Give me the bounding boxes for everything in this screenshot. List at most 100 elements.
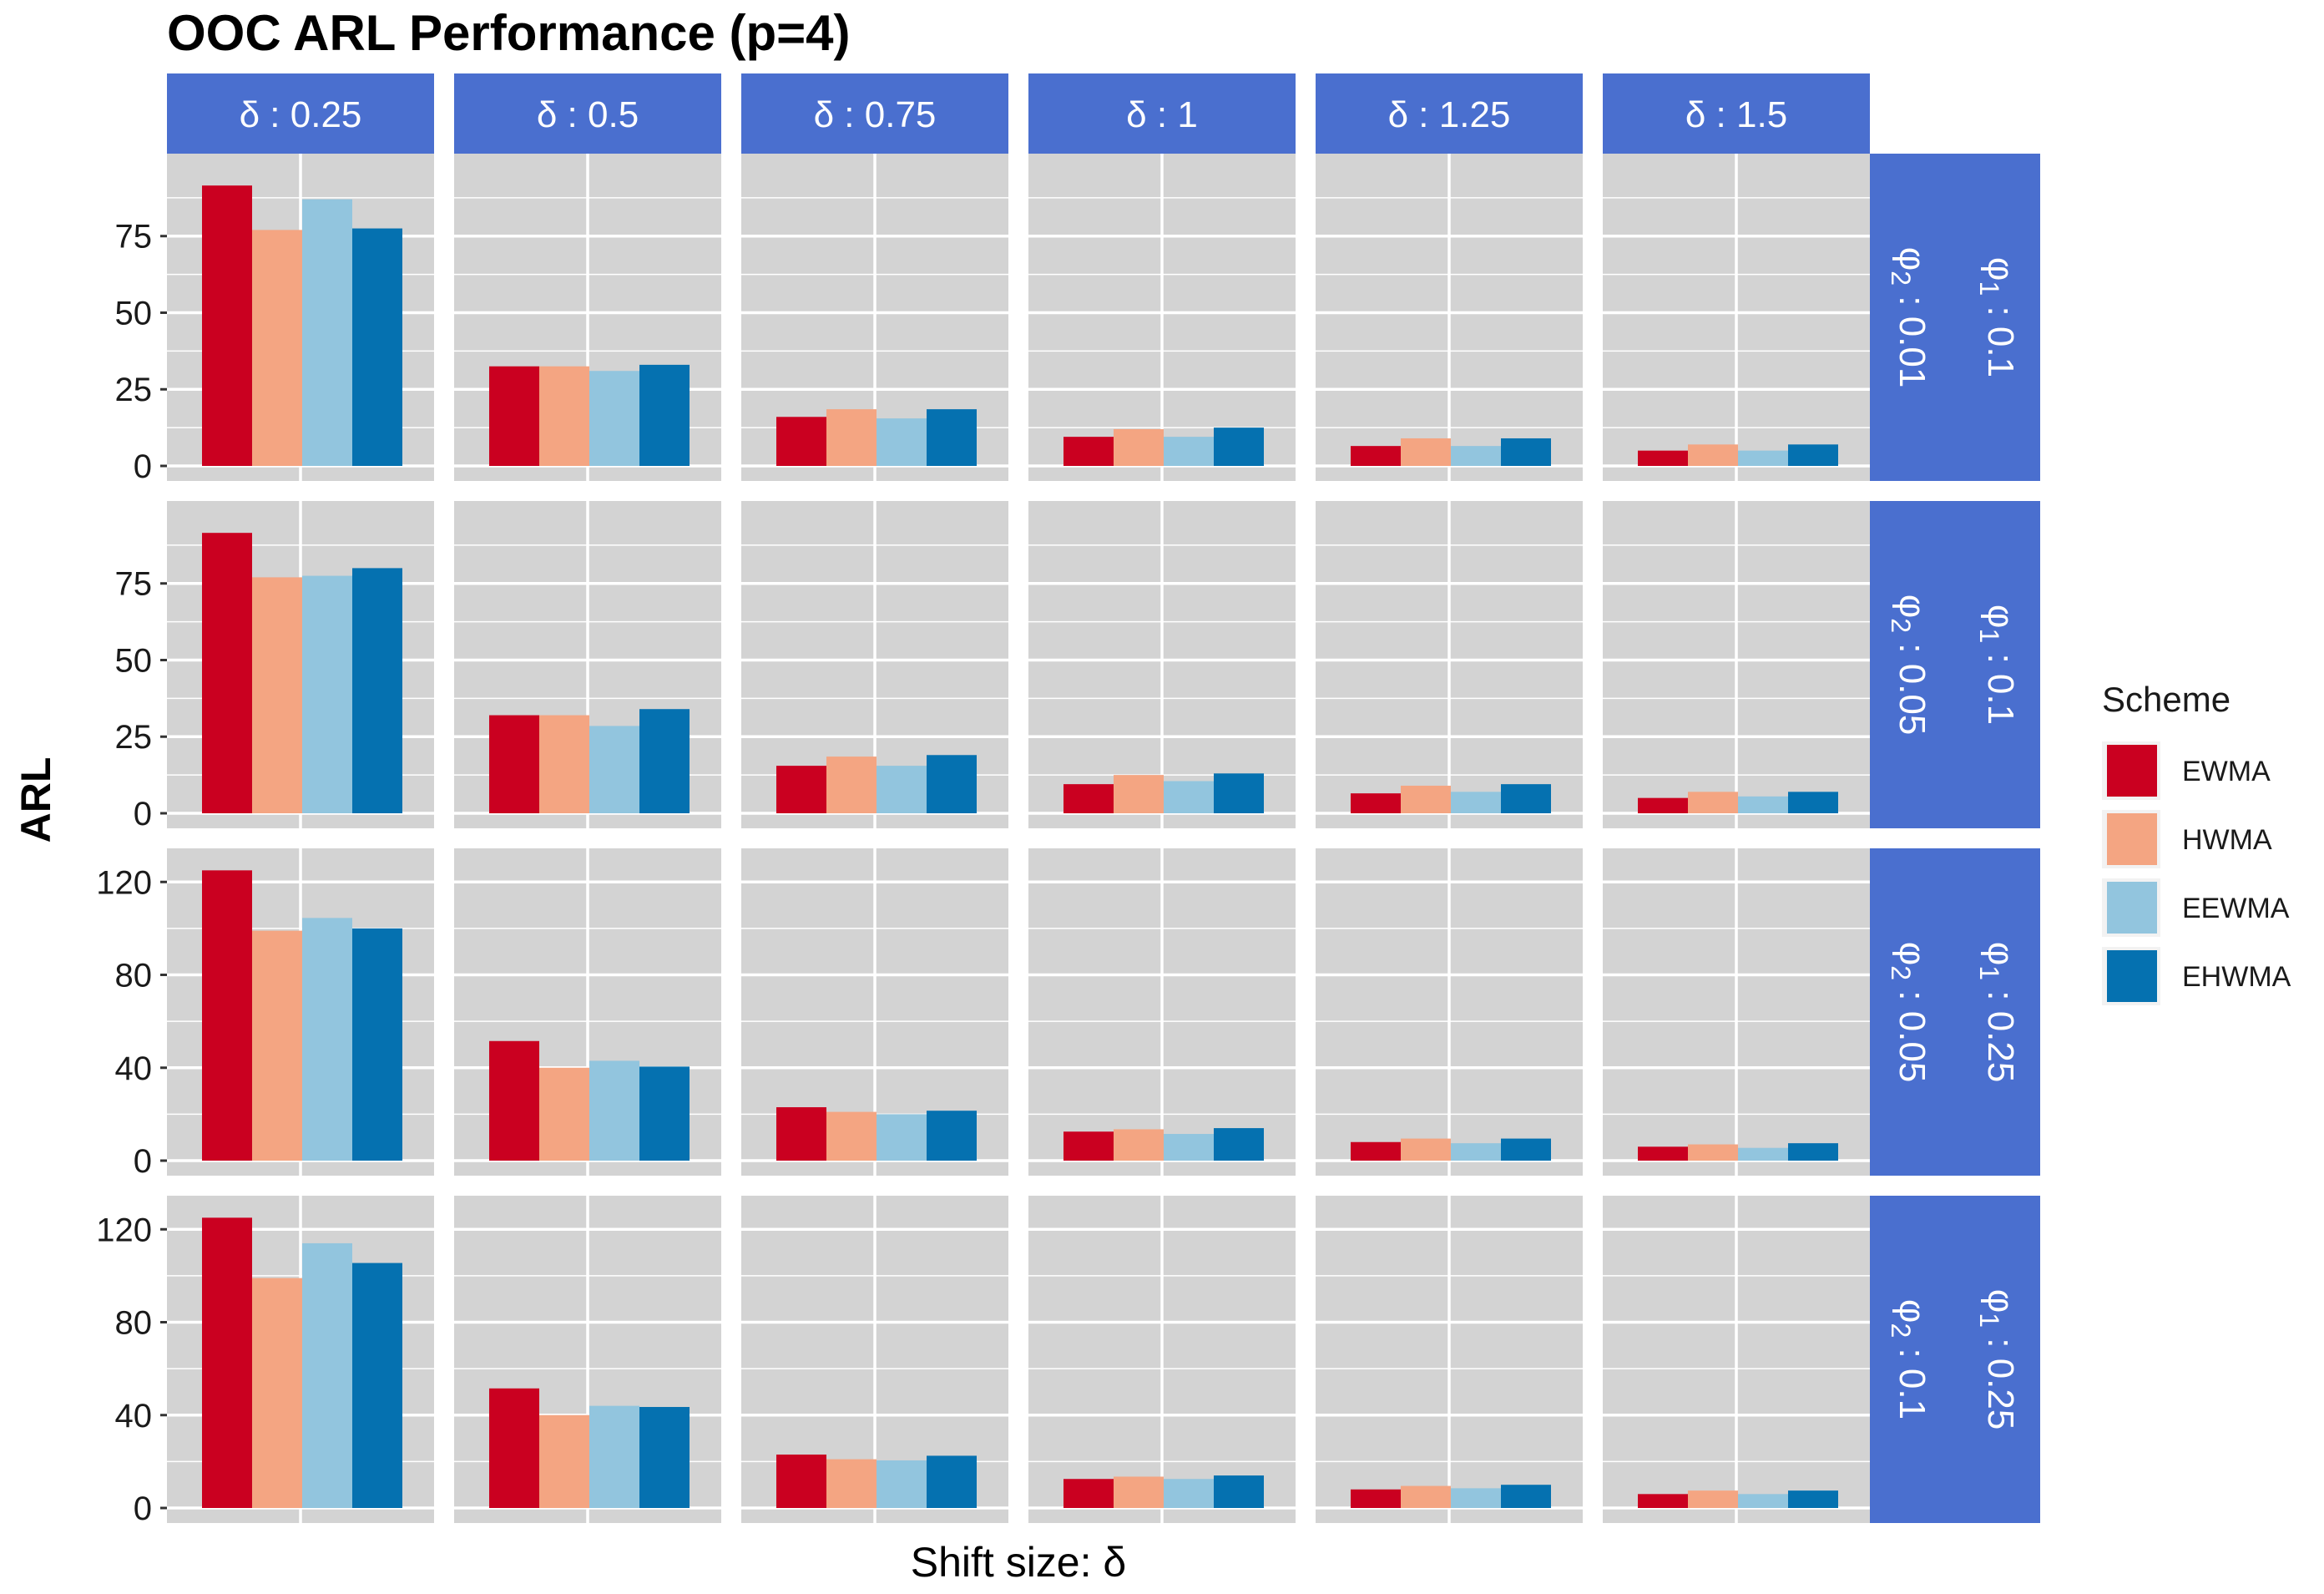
column-strip: δ : 1 [1028, 73, 1296, 154]
bar-hwma [1401, 785, 1451, 813]
bar-hwma [1688, 444, 1738, 466]
bar-ehwma [1788, 1143, 1838, 1161]
facet-panel [1316, 501, 1583, 828]
column-strip-background [1603, 73, 1870, 154]
bar-ehwma [1788, 1490, 1838, 1508]
bar-ehwma [639, 364, 690, 466]
y-tick-label: 50 [115, 295, 153, 331]
facet-panel [454, 848, 721, 1176]
bar-ewma [776, 417, 826, 466]
row-strip-phi2: φ2 : 0.01 [1886, 247, 1932, 388]
legend-title: Scheme [2102, 680, 2231, 719]
facet-panel [1316, 154, 1583, 481]
y-tick-label: 0 [134, 448, 152, 485]
bar-eewma [589, 371, 639, 466]
facet-panel [454, 1196, 721, 1523]
y-tick-label: 0 [134, 796, 152, 832]
bar-ewma [202, 185, 252, 467]
x-axis-title: Shift size: δ [911, 1539, 1126, 1586]
bar-eewma [1451, 1143, 1501, 1161]
bar-eewma [1738, 1494, 1788, 1508]
facet-panel [1603, 501, 1870, 828]
bar-ewma [1351, 793, 1401, 813]
bar-ehwma [352, 928, 402, 1161]
bar-ewma [1351, 1141, 1401, 1161]
facet-panel [1603, 154, 1870, 481]
bar-eewma [1738, 450, 1788, 466]
facet-panel [1603, 848, 1870, 1176]
bar-ewma [202, 870, 252, 1161]
bar-ehwma [1788, 792, 1838, 813]
y-tick-label: 120 [96, 1212, 152, 1248]
bar-eewma [1738, 1147, 1788, 1161]
bar-hwma [539, 1067, 589, 1161]
y-tick-label: 40 [115, 1050, 153, 1087]
bar-ewma [1638, 797, 1688, 813]
column-strip-label: δ : 0.75 [814, 94, 937, 135]
bar-ehwma [639, 709, 690, 813]
legend: Scheme EWMA HWMA EEWMA EHWMA [2102, 680, 2291, 1005]
chart-title: OOC ARL Performance (p=4) [167, 5, 851, 61]
bar-ehwma [639, 1066, 690, 1161]
bar-hwma [1114, 428, 1164, 466]
facet-panel [1316, 848, 1583, 1176]
row-strip-background [1870, 501, 2040, 828]
facet-panel [1316, 1196, 1583, 1523]
column-strip-label: δ : 0.25 [240, 94, 362, 135]
bar-ehwma [1501, 1485, 1551, 1508]
legend-label: EHWMA [2182, 961, 2291, 993]
row-strip-phi2: φ2 : 0.05 [1886, 595, 1932, 736]
legend-item: EHWMA [2102, 947, 2291, 1005]
bar-hwma [1114, 775, 1164, 813]
bar-hwma [1688, 792, 1738, 813]
bar-ehwma [639, 1407, 690, 1508]
bar-hwma [252, 1278, 302, 1508]
legend-swatch-eewma [2107, 882, 2157, 934]
bar-ewma [202, 1217, 252, 1508]
bar-ehwma [927, 1455, 977, 1508]
bar-hwma [826, 409, 877, 466]
bar-ewma [1638, 1494, 1688, 1508]
facet-panel [167, 1196, 434, 1523]
bar-eewma [302, 199, 352, 466]
bar-ehwma [927, 1111, 977, 1161]
bar-hwma [1401, 438, 1451, 466]
column-strip-background [741, 73, 1008, 154]
facet-panel [1028, 501, 1296, 828]
facet-panel [741, 501, 1008, 828]
bar-ehwma [927, 755, 977, 813]
bar-eewma [1451, 1488, 1501, 1508]
bar-ehwma [1214, 1128, 1264, 1161]
bar-eewma [877, 766, 927, 813]
bar-eewma [1164, 1134, 1214, 1161]
bar-eewma [589, 1405, 639, 1508]
facet-panel [1028, 154, 1296, 481]
bar-eewma [1164, 437, 1214, 466]
row-strip-background [1870, 848, 2040, 1176]
y-tick-label: 80 [115, 1305, 153, 1342]
column-strip-background [167, 73, 434, 154]
column-strip-background [1028, 73, 1296, 154]
bar-eewma [302, 575, 352, 813]
bar-eewma [589, 726, 639, 813]
bar-ewma [1638, 450, 1688, 466]
facet-panel [1028, 1196, 1296, 1523]
bar-ewma [489, 715, 539, 813]
row-strip-phi1: φ1 : 0.1 [1974, 257, 2021, 377]
bar-hwma [826, 757, 877, 813]
column-strip: δ : 1.5 [1603, 73, 1870, 154]
y-tick-label: 120 [96, 864, 152, 901]
facet-panel [741, 848, 1008, 1176]
y-tick-label: 80 [115, 958, 153, 994]
bar-ewma [776, 1455, 826, 1508]
bar-hwma [539, 715, 589, 813]
y-tick-label: 0 [134, 1143, 152, 1180]
y-axis-title: ARL [13, 757, 59, 843]
row-strip-phi2: φ2 : 0.05 [1886, 942, 1932, 1083]
facet-panels [167, 154, 1870, 1523]
y-tick-label: 50 [115, 642, 153, 679]
bar-hwma [826, 1111, 877, 1161]
row-strip-phi1: φ1 : 0.25 [1974, 1289, 2021, 1430]
y-tick-label: 40 [115, 1398, 153, 1435]
